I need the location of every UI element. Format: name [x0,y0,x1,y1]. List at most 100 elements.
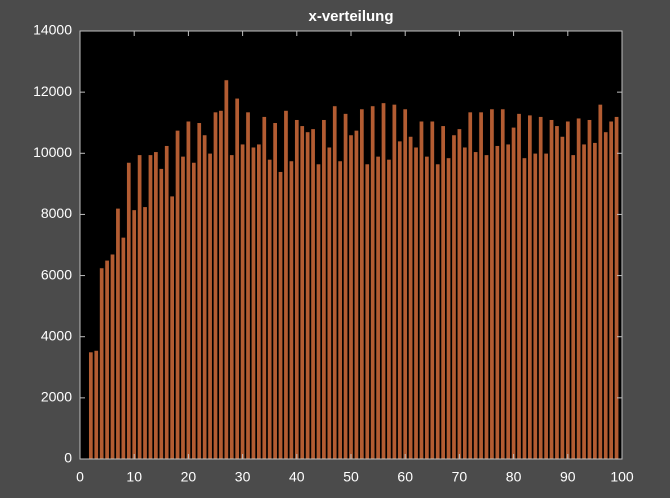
x-tick-label: 0 [76,469,84,485]
x-tick-label: 60 [397,469,413,485]
bar [321,119,327,460]
y-tick-label: 10000 [33,144,72,160]
bar [359,108,365,460]
bar [142,206,148,460]
bar [505,143,511,460]
bar [299,125,305,460]
bar [386,159,392,460]
bar [234,97,240,460]
bar [175,130,181,460]
bar [451,134,457,460]
bar [570,154,576,460]
bar [597,104,603,460]
y-tick-label: 8000 [41,205,72,221]
bar [326,146,332,460]
bar [261,116,267,460]
bar [343,113,349,460]
bar [256,143,262,460]
bar [408,136,414,460]
bar [527,114,533,460]
bar [223,79,229,460]
bar [614,116,620,460]
bar [587,119,592,460]
bar [104,259,110,460]
bar [332,105,338,460]
bar [554,125,560,460]
bar [191,162,197,460]
bar [543,152,549,460]
y-tick-label: 4000 [41,327,72,343]
bar [489,108,495,460]
bar [316,163,321,460]
bar [462,146,468,460]
bar [294,119,300,460]
bar [147,154,153,460]
chart-title: x-verteilung [308,8,393,25]
bar [229,154,235,460]
bar [397,140,403,460]
bar [88,351,94,460]
bar [110,253,115,460]
bar [120,237,126,460]
bar [532,152,538,460]
bar [402,108,408,460]
y-tick-label: 2000 [41,389,72,405]
bar [185,120,191,460]
bar [511,127,517,460]
bar [435,163,441,460]
bar [440,125,446,460]
bar [565,120,571,460]
bar [538,116,544,460]
bar [245,111,251,460]
y-tick-label: 0 [64,450,72,466]
x-tick-label: 80 [506,469,522,485]
bar [592,142,598,460]
bar [164,145,170,460]
bar [418,120,424,460]
bar [93,350,99,460]
x-tick-label: 70 [452,469,468,485]
bar [364,163,370,460]
bar [115,208,121,460]
y-tick-label: 14000 [33,22,72,38]
bar [456,128,462,460]
bar [283,110,289,460]
bar [424,156,430,460]
bar [473,151,479,460]
bar [494,145,500,460]
bar [391,104,397,460]
bar [213,111,218,460]
bar [250,146,256,460]
bar [240,143,246,460]
bar [207,152,213,460]
bar [348,134,354,460]
bar [500,108,506,460]
bar [521,157,527,460]
bar [516,113,522,460]
bar [576,117,582,460]
bar [549,119,555,460]
bar [337,160,343,460]
bar [608,120,614,460]
y-tick-label: 12000 [33,83,72,99]
x-tick-label: 10 [126,469,142,485]
bar [413,146,419,460]
bar [169,195,175,460]
bar [603,131,609,460]
bar [353,130,359,460]
bar [218,110,224,460]
x-tick-label: 90 [560,469,576,485]
bar [153,151,159,460]
bar [99,267,105,460]
bar [370,105,376,460]
bar [196,122,202,460]
bar [278,171,284,460]
bar [446,157,452,460]
x-tick-label: 30 [235,469,251,485]
bar [288,160,294,460]
bar [484,154,489,460]
bar [305,131,311,460]
x-tick-label: 100 [610,469,634,485]
